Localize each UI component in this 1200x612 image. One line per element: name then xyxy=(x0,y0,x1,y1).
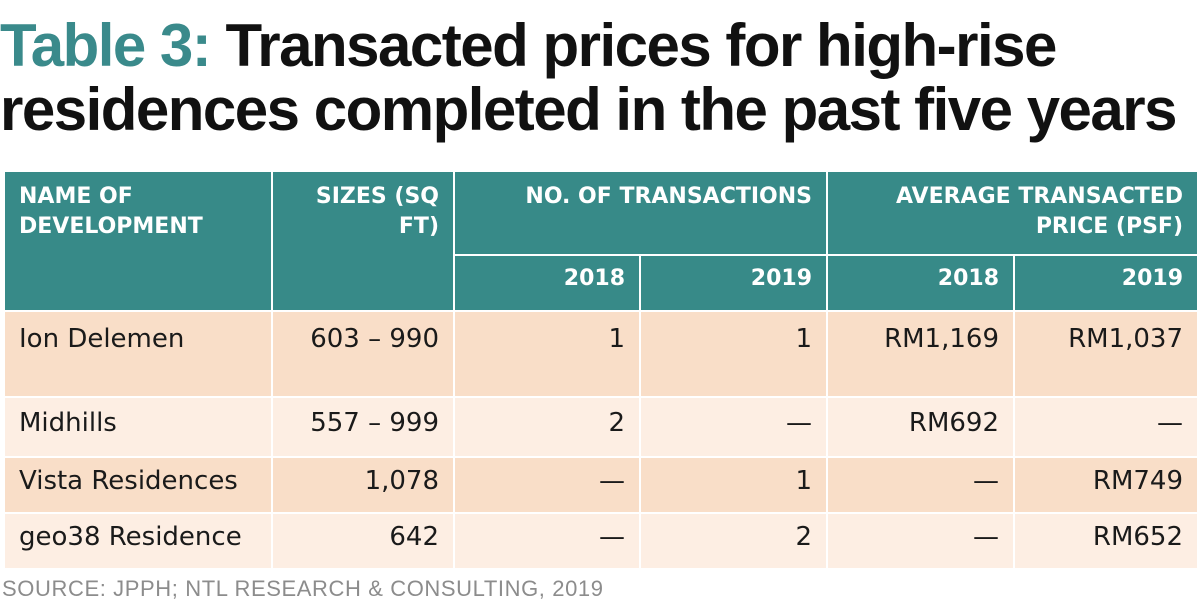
cell-price-2019: RM1,037 xyxy=(1012,310,1200,398)
header-sizes: SIZES (SQ FT) xyxy=(271,170,455,312)
header-name: NAME OF DEVELOPMENT xyxy=(3,170,273,312)
cell-price-2018: RM692 xyxy=(826,396,1015,458)
cell-tx-2018: 2 xyxy=(453,396,641,458)
cell-name: Ion Delemen xyxy=(3,310,273,398)
cell-tx-2019: 1 xyxy=(639,456,828,514)
cell-tx-2018: 1 xyxy=(453,310,641,398)
cell-tx-2019: 1 xyxy=(639,310,828,398)
cell-price-2019: RM652 xyxy=(1012,512,1200,570)
cell-price-2018: — xyxy=(826,456,1015,514)
cell-price-2018: — xyxy=(826,512,1015,570)
cell-name: geo38 Residence xyxy=(3,512,273,570)
header-year: 2018 xyxy=(826,254,1015,312)
transactions-table: NAME OF DEVELOPMENT SIZES (SQ FT) NO. OF… xyxy=(3,170,1200,570)
header-row: NAME OF DEVELOPMENT SIZES (SQ FT) NO. OF… xyxy=(3,170,1200,312)
table-row: Ion Delemen 603 – 990 1 1 RM1,169 RM1,03… xyxy=(3,310,1200,398)
cell-tx-2019: 2 xyxy=(639,512,828,570)
header-year: 2019 xyxy=(639,254,828,312)
title-line-2: residences completed in the past five ye… xyxy=(0,76,1178,143)
header-price: AVERAGE TRANSACTED PRICE (PSF) xyxy=(825,170,1200,256)
cell-price-2019: RM749 xyxy=(1012,456,1200,514)
cell-tx-2018: — xyxy=(453,512,641,570)
title-prefix: Table 3: xyxy=(0,12,212,79)
header-years-row: 2018 2019 2018 2019 xyxy=(4,254,1200,312)
table-row: geo38 Residence 642 — 2 — RM652 xyxy=(3,512,1200,570)
cell-sizes: 642 xyxy=(271,512,455,570)
cell-sizes: 557 – 999 xyxy=(271,396,455,458)
header-year: 2019 xyxy=(1012,254,1200,312)
cell-name: Vista Residences xyxy=(3,456,273,514)
cell-name: Midhills xyxy=(3,396,273,458)
cell-sizes: 603 – 990 xyxy=(271,310,455,398)
cell-price-2019: — xyxy=(1012,396,1200,458)
header-year: 2018 xyxy=(453,254,641,312)
table-title: Table 3: Transacted prices for high-rise… xyxy=(0,14,1200,142)
cell-tx-2018: — xyxy=(453,456,641,514)
source-note: SOURCE: JPPH; NTL RESEARCH & CONSULTING,… xyxy=(2,576,604,601)
table-row: Midhills 557 – 999 2 — RM692 — xyxy=(3,396,1200,458)
table-row: Vista Residences 1,078 — 1 — RM749 xyxy=(3,456,1200,514)
cell-sizes: 1,078 xyxy=(271,456,455,514)
header-transactions: NO. OF TRANSACTIONS xyxy=(453,170,828,256)
title-line-1: Transacted prices for high-rise xyxy=(225,12,1057,79)
cell-price-2018: RM1,169 xyxy=(826,310,1015,398)
cell-tx-2019: — xyxy=(639,396,828,458)
